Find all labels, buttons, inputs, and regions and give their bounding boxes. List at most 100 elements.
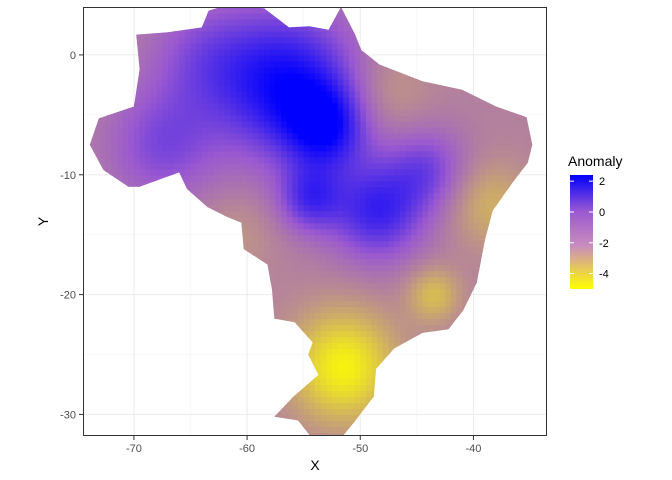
raster-cell (230, 138, 237, 146)
raster-cell (252, 210, 260, 218)
raster-cell (382, 312, 390, 320)
raster-cell (433, 246, 441, 254)
raster-cell (207, 444, 213, 451)
raster-cell (377, 354, 384, 362)
raster-cell (218, 156, 226, 164)
raster-cell (224, 42, 231, 50)
raster-cell (337, 60, 344, 68)
raster-cell (337, 198, 344, 206)
raster-cell (331, 102, 339, 110)
raster-cell (394, 264, 401, 272)
raster-cell (292, 282, 299, 290)
raster-cell (252, 174, 260, 182)
raster-cell (326, 186, 333, 194)
raster-cell (428, 240, 435, 248)
raster-cell (156, 96, 163, 104)
raster-cell (399, 156, 407, 164)
raster-cell (179, 102, 186, 110)
raster-cell (320, 126, 327, 134)
raster-cell (167, 126, 175, 134)
raster-cell (428, 258, 435, 266)
raster-cell (331, 66, 339, 74)
raster-cell (377, 0, 383, 2)
raster-cell (309, 306, 316, 314)
raster-cell (269, 132, 276, 140)
raster-cell (399, 204, 407, 212)
raster-cell (133, 7, 141, 8)
raster-cell (298, 30, 305, 38)
raster-cell (258, 198, 265, 206)
raster-cell (354, 264, 361, 272)
raster-cell (269, 126, 276, 134)
raster-cell (304, 450, 310, 457)
raster-cell (337, 240, 344, 248)
raster-cell (184, 102, 192, 110)
raster-cell (173, 66, 180, 74)
raster-cell (343, 84, 350, 92)
raster-cell (184, 96, 192, 104)
raster-cell (326, 324, 333, 332)
raster-cell (331, 204, 339, 212)
raster-cell (371, 330, 378, 338)
raster-cell (433, 102, 441, 110)
raster-cell (303, 276, 310, 284)
raster-cell (247, 36, 254, 44)
raster-cell (207, 84, 214, 92)
raster-cell (343, 18, 350, 26)
raster-cell (190, 102, 197, 110)
raster-cell (286, 228, 293, 236)
raster-cell (207, 198, 214, 206)
raster-cell (264, 246, 271, 254)
raster-cell (399, 198, 407, 206)
raster-cell (139, 138, 146, 146)
raster-cell (416, 276, 424, 284)
raster-cell (264, 210, 271, 218)
raster-cell (360, 390, 367, 398)
raster-cell (354, 396, 361, 404)
raster-cell (145, 0, 151, 2)
raster-cell (309, 168, 316, 176)
raster-cell (399, 228, 407, 236)
raster-cell (150, 132, 158, 140)
raster-cell (326, 414, 333, 422)
raster-cell (377, 282, 384, 290)
raster-cell (179, 450, 185, 457)
raster-cell (365, 198, 373, 206)
raster-cell (382, 102, 390, 110)
raster-cell (337, 390, 344, 398)
raster-cell (190, 114, 197, 122)
raster-cell (105, 138, 112, 146)
raster-cell (145, 108, 152, 116)
raster-cell (145, 114, 152, 122)
raster-cell (287, 438, 293, 445)
raster-cell (269, 7, 276, 8)
raster-cell (406, 450, 412, 457)
raster-cell (394, 342, 401, 350)
raster-cell (405, 168, 412, 176)
raster-cell (179, 120, 186, 128)
raster-cell (326, 204, 333, 212)
raster-cell (320, 318, 327, 326)
raster-cell (89, 444, 95, 451)
raster-cell (150, 114, 158, 122)
raster-cell (348, 330, 356, 338)
raster-cell (235, 138, 243, 146)
raster-cell (365, 150, 373, 158)
raster-cell (337, 138, 344, 146)
raster-cell (298, 132, 305, 140)
raster-cell (360, 354, 367, 362)
raster-cell (411, 288, 418, 296)
raster-cell (326, 240, 333, 248)
raster-cell (252, 192, 260, 200)
raster-cell (372, 444, 378, 451)
raster-cell (309, 186, 316, 194)
raster-cell (377, 456, 383, 463)
raster-cell (247, 210, 254, 218)
raster-cell (377, 246, 384, 254)
raster-cell (337, 24, 344, 32)
raster-cell (252, 144, 260, 152)
raster-cell (275, 24, 282, 32)
raster-cell (145, 120, 152, 128)
raster-cell (360, 378, 367, 386)
raster-cell (320, 240, 327, 248)
